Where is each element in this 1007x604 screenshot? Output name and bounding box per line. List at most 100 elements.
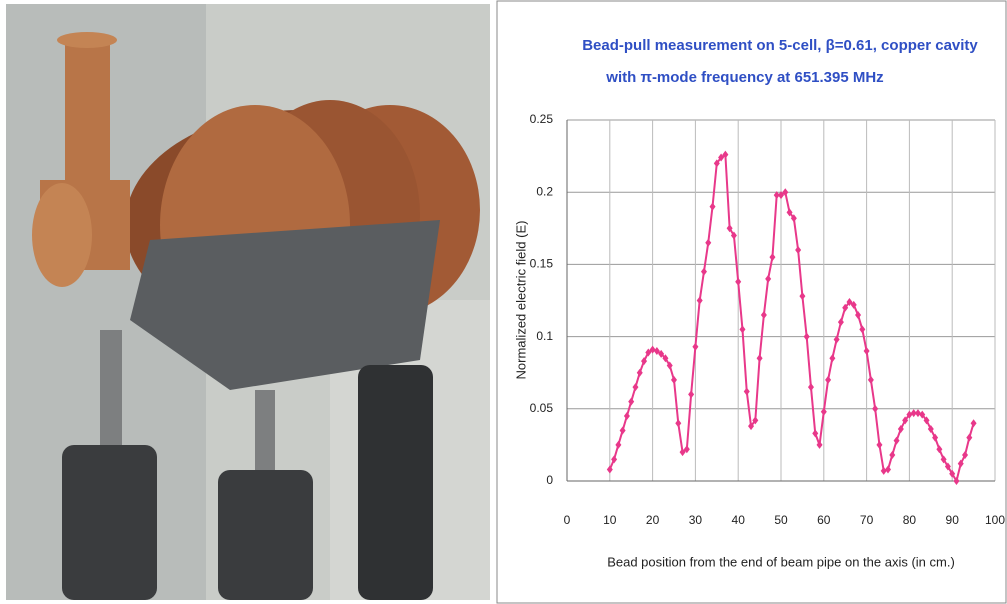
x-axis-label: Bead position from the end of beam pipe …: [607, 554, 955, 569]
data-point: [748, 422, 755, 431]
data-point: [752, 416, 759, 425]
chart-title: with π-mode frequency at 651.395 MHz: [605, 69, 883, 86]
data-point: [653, 347, 660, 356]
data-point: [636, 368, 643, 377]
data-point: [649, 345, 656, 354]
data-point: [619, 426, 626, 435]
y-tick-label: 0.25: [530, 112, 554, 126]
data-point: [743, 387, 750, 396]
data-point: [876, 440, 883, 449]
data-point: [760, 310, 767, 319]
data-point: [962, 451, 969, 460]
data-point: [692, 342, 699, 351]
y-tick-label: 0.2: [536, 184, 553, 198]
y-tick-label: 0.05: [530, 401, 554, 415]
x-tick-label: 70: [860, 513, 874, 527]
data-point: [799, 292, 806, 301]
y-tick-label: 0: [546, 473, 553, 487]
data-point: [615, 440, 622, 449]
data-point: [611, 455, 618, 464]
data-point: [842, 303, 849, 312]
data-point: [880, 466, 887, 475]
data-point: [739, 325, 746, 334]
data-point: [872, 404, 879, 413]
data-point: [859, 325, 866, 334]
data-point: [641, 357, 648, 366]
data-point: [897, 425, 904, 434]
data-point: [683, 445, 690, 454]
data-point: [885, 465, 891, 474]
data-point: [696, 296, 703, 305]
data-point: [769, 253, 776, 262]
x-tick-label: 80: [903, 513, 917, 527]
data-point: [812, 429, 819, 438]
data-point: [863, 347, 870, 356]
data-point: [910, 409, 917, 418]
data-point: [829, 354, 836, 363]
x-tick-label: 20: [646, 513, 660, 527]
data-point: [902, 416, 909, 425]
data-point: [795, 245, 802, 254]
data-point: [923, 416, 930, 425]
data-point: [705, 238, 712, 247]
data-point: [936, 445, 943, 454]
data-point: [807, 383, 814, 392]
data-point: [679, 448, 686, 457]
data-point: [765, 274, 772, 283]
data-point: [850, 300, 857, 309]
data-point: [949, 469, 956, 478]
x-tick-label: 60: [817, 513, 831, 527]
data-point: [953, 477, 960, 485]
data-point: [658, 349, 665, 358]
chart-panel: [496, 0, 1007, 604]
data-point: [726, 224, 733, 233]
data-point: [825, 375, 832, 384]
data-point: [700, 267, 707, 276]
data-point: [970, 419, 977, 428]
data-point: [778, 191, 784, 200]
data-point: [675, 419, 682, 428]
data-point: [773, 191, 780, 200]
data-point: [837, 318, 844, 327]
data-point: [957, 459, 964, 468]
data-point: [846, 297, 853, 306]
data-point: [713, 159, 720, 168]
y-tick-label: 0.15: [530, 257, 554, 271]
data-point: [932, 433, 939, 442]
data-point: [803, 332, 810, 341]
data-point: [606, 465, 613, 474]
data-point: [756, 354, 763, 363]
data-point: [662, 354, 669, 363]
data-point: [623, 412, 630, 421]
data-point: [906, 410, 913, 419]
x-tick-label: 0: [564, 513, 571, 527]
data-point: [782, 188, 789, 197]
data-point: [645, 348, 652, 357]
data-point: [944, 462, 951, 471]
data-point: [889, 451, 896, 460]
data-point: [927, 425, 934, 434]
data-point: [893, 436, 900, 445]
data-point: [855, 310, 862, 319]
data-point: [914, 409, 921, 418]
chart-title: Bead-pull measurement on 5-cell, β=0.61,…: [582, 37, 978, 54]
data-point: [833, 335, 840, 344]
data-point: [735, 277, 742, 286]
data-point: [666, 361, 673, 370]
data-point: [722, 150, 729, 159]
data-point: [730, 231, 737, 240]
data-point: [628, 397, 635, 406]
data-point: [671, 375, 677, 384]
data-point: [709, 202, 716, 211]
x-tick-label: 50: [774, 513, 788, 527]
y-tick-label: 0.1: [536, 329, 553, 343]
x-tick-label: 40: [732, 513, 746, 527]
data-point: [919, 410, 926, 419]
x-tick-label: 30: [689, 513, 703, 527]
data-point: [816, 440, 823, 449]
x-tick-label: 10: [603, 513, 617, 527]
photo: [6, 4, 490, 600]
data-point: [632, 383, 639, 392]
data-point: [966, 433, 973, 442]
